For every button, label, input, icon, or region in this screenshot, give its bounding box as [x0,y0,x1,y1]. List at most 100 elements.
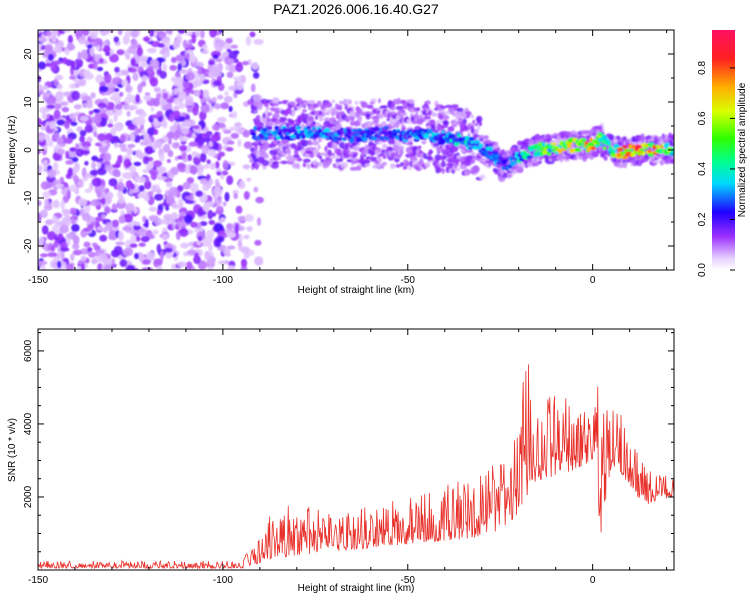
heatmap-cell [175,54,185,62]
heatmap-cell [234,122,242,128]
heatmap-cell [209,30,217,38]
heatmap-cell [305,150,313,155]
heatmap-cell [193,79,203,87]
heatmap-cell [51,63,56,72]
heatmap-cell [69,147,77,153]
heatmap-cell [343,152,351,159]
heatmap-cell [135,149,142,158]
heatmap-cell [61,208,70,214]
heatmap-cell [622,155,629,160]
heatmap-cell [85,104,94,109]
heatmap-cell [97,133,107,142]
heatmap-cell [177,162,185,169]
heatmap-cell [187,154,193,162]
heatmap-cell [340,162,348,169]
heatmap-cell [227,265,236,270]
heatmap-cell [65,263,75,270]
heatmap-cell [152,229,159,235]
heatmap-cell [151,184,157,193]
heatmap-cell [451,104,459,108]
heatmap-cell [501,159,508,164]
heatmap-cell [90,199,101,207]
heatmap-cell [208,220,216,225]
heatmap-cell [141,75,148,82]
heatmap-cell [113,36,120,43]
heatmap-cell [118,215,126,224]
heatmap-cell [49,120,55,130]
heatmap-cell [179,69,188,74]
heatmap-cell [171,142,180,149]
heatmap-cell [171,56,177,64]
heatmap-cell [79,116,89,122]
heatmap-cell [73,104,82,110]
heatmap-cell [96,66,104,72]
heatmap-cell [390,111,397,115]
heatmap-cell [237,215,247,222]
heatmap-cell [80,255,87,262]
heatmap-cell [285,122,291,128]
heatmap-cell [226,223,233,231]
heatmap-cell [365,113,371,120]
heatmap-cell [166,30,173,34]
heatmap-cell [669,158,674,164]
heatmap-cell [390,163,396,170]
heatmap-cell [603,155,608,161]
heatmap-cell [453,141,460,147]
heatmap-cell [327,152,336,157]
heatmap-cell [312,148,319,155]
heatmap-cell [227,245,236,250]
heatmap-cell [487,150,493,155]
heatmap-cell [113,87,120,93]
heatmap-cell [424,115,431,120]
heatmap-cell [70,121,78,127]
heatmap-cell [360,101,368,109]
heatmap-cell [111,258,116,266]
heatmap-cell [431,112,438,117]
heatmap-cell [382,143,388,149]
heatmap-cell [162,63,168,72]
heatmap-cell [70,253,75,262]
heatmap-cell [38,149,41,155]
heatmap-cell [226,232,236,238]
y-tick-label: 6000 [23,339,34,362]
heatmap-cell [599,143,604,147]
heatmap-cell [93,30,99,35]
heatmap-cell [215,161,220,169]
heatmap-cell [93,131,98,138]
y-tick-label: 0 [23,147,34,153]
heatmap-cell [252,72,260,79]
heatmap-cell [147,47,157,54]
heatmap-cell [410,156,418,163]
heatmap-cell [148,215,159,222]
heatmap-cell [172,97,182,105]
heatmap-cell [369,101,375,105]
heatmap-cell [116,49,125,56]
heatmap-cell [41,266,46,270]
heatmap-cell [250,152,255,158]
heatmap-cell [114,172,121,178]
heatmap-cell [148,234,156,240]
heatmap-cell [212,212,217,217]
heatmap-cell [137,193,145,199]
heatmap-cell [317,144,321,150]
heatmap-cell [69,83,76,89]
heatmap-cell [57,260,62,269]
heatmap-cell [336,123,342,130]
heatmap-cell [306,126,311,130]
heatmap-cell [159,70,167,79]
heatmap-cell [99,234,108,242]
heatmap-cell [427,157,433,162]
heatmap-cell [68,184,78,192]
heatmap-cell [81,30,90,37]
heatmap-cell [139,55,148,62]
heatmap-cell [437,148,441,154]
heatmap-cell [315,114,318,120]
x-tick-label: -50 [401,275,416,286]
heatmap-cell [86,136,93,143]
heatmap-cell [166,131,176,139]
heatmap-cell [78,36,86,45]
heatmap-cell [671,135,674,140]
heatmap-cell [54,183,64,189]
heatmap-cell [194,61,204,68]
heatmap-cell [40,181,50,190]
